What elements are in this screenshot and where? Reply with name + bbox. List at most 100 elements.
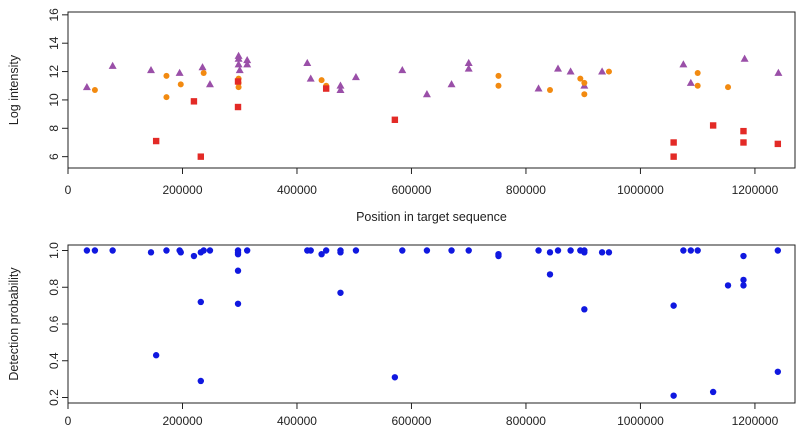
- triangle-point: [598, 67, 607, 75]
- circle-point: [581, 91, 588, 98]
- square-point: [197, 153, 205, 160]
- triangle-point: [234, 54, 243, 62]
- y-tick-label: 12: [47, 65, 61, 79]
- x-tick-label: 400000: [277, 414, 317, 428]
- circle-point: [352, 247, 360, 254]
- y-tick-label: 0.2: [47, 389, 61, 406]
- circle-point: [546, 87, 553, 93]
- circle-point: [235, 84, 242, 91]
- y-tick-label: 6: [47, 153, 61, 160]
- circle-point: [399, 247, 406, 254]
- triangle-point: [686, 78, 695, 86]
- triangle-point: [243, 60, 252, 68]
- circle-point: [774, 368, 782, 375]
- y-tick-label: 16: [47, 8, 61, 22]
- circle-point: [234, 300, 242, 307]
- square-point: [670, 153, 677, 160]
- square-point: [234, 103, 242, 111]
- circle-point: [322, 247, 330, 254]
- y-tick-label: 1.0: [47, 242, 61, 259]
- triangle-point: [554, 64, 562, 72]
- circle-point: [423, 247, 431, 254]
- x-tick-label: 800000: [506, 183, 546, 197]
- triangle-point: [243, 56, 252, 64]
- circle-point: [495, 252, 502, 260]
- triangle-point: [740, 54, 749, 62]
- triangle-point: [336, 85, 345, 93]
- intensity-panel: 0 200000 400000 600000 800000 1000000 1200000 6…: [7, 8, 796, 224]
- x-tick-label: 200000: [162, 414, 202, 428]
- circle-point: [234, 267, 242, 274]
- y-tick-label: 10: [47, 93, 61, 107]
- triangle-point: [82, 82, 91, 91]
- x-tick-label: 1000000: [617, 183, 664, 197]
- y-tick-label: 0.4: [47, 352, 61, 369]
- circle-point: [337, 249, 344, 256]
- square-point: [234, 78, 242, 85]
- x-tick-label: 0: [65, 414, 72, 428]
- circle-point: [83, 247, 91, 254]
- circle-point: [152, 352, 160, 359]
- circle-point: [318, 77, 325, 84]
- circle-point: [234, 250, 242, 258]
- circle-point: [581, 306, 588, 313]
- y-axis-title: Detection probability: [7, 267, 21, 381]
- x-tick-label: 600000: [391, 414, 431, 428]
- circle-point: [307, 247, 314, 254]
- triangle-point: [147, 65, 155, 74]
- triangle-point: [351, 73, 360, 81]
- square-point: [391, 116, 399, 123]
- circle-point: [554, 247, 562, 254]
- x-tick-label: 1200000: [732, 414, 779, 428]
- circle-point: [163, 247, 170, 254]
- circle-point: [177, 249, 184, 256]
- circle-point: [598, 249, 606, 256]
- circle-point: [577, 75, 584, 82]
- triangle-point: [235, 65, 244, 74]
- circle-point: [91, 247, 99, 254]
- plot-frame: [67, 244, 796, 404]
- square-point: [709, 122, 717, 129]
- triangle-point: [774, 68, 783, 76]
- y-tick-label: 8: [47, 125, 61, 132]
- x-tick-label: 1000000: [617, 414, 664, 428]
- circle-point: [680, 247, 687, 254]
- circle-point: [694, 82, 701, 89]
- circle-point: [694, 69, 701, 76]
- circle-point: [605, 249, 613, 256]
- triangle-point: [679, 60, 688, 68]
- x-tick-label: 600000: [391, 183, 431, 197]
- circle-point: [91, 87, 98, 93]
- x-tick-label: 800000: [506, 414, 546, 428]
- y-tick-label: 0.8: [47, 279, 61, 296]
- square-point: [322, 85, 330, 92]
- circle-point: [605, 68, 612, 75]
- circle-point: [740, 252, 747, 260]
- circle-point: [190, 252, 198, 260]
- y-axis-title: Log intensity: [7, 54, 21, 125]
- square-point: [740, 139, 747, 146]
- circle-point: [694, 247, 701, 254]
- circle-point: [337, 289, 344, 296]
- circle-point: [243, 247, 251, 254]
- triangle-point: [205, 80, 214, 88]
- circle-point: [448, 247, 455, 254]
- circle-point: [197, 298, 205, 306]
- circle-point: [581, 79, 588, 86]
- triangle-point: [464, 64, 473, 72]
- circle-point: [670, 392, 677, 399]
- circle-point: [163, 94, 170, 101]
- circle-point: [581, 249, 588, 256]
- triangle-point: [303, 58, 312, 66]
- circle-point: [535, 247, 542, 254]
- y-tick-label: 0.6: [47, 315, 61, 332]
- circle-point: [546, 271, 554, 278]
- triangle-point: [336, 81, 345, 89]
- x-tick-label: 400000: [277, 183, 317, 197]
- triangle-point: [464, 58, 473, 66]
- triangle-point: [534, 84, 543, 92]
- circle-point: [709, 388, 717, 396]
- triangle-point: [108, 61, 117, 69]
- circle-point: [670, 302, 677, 309]
